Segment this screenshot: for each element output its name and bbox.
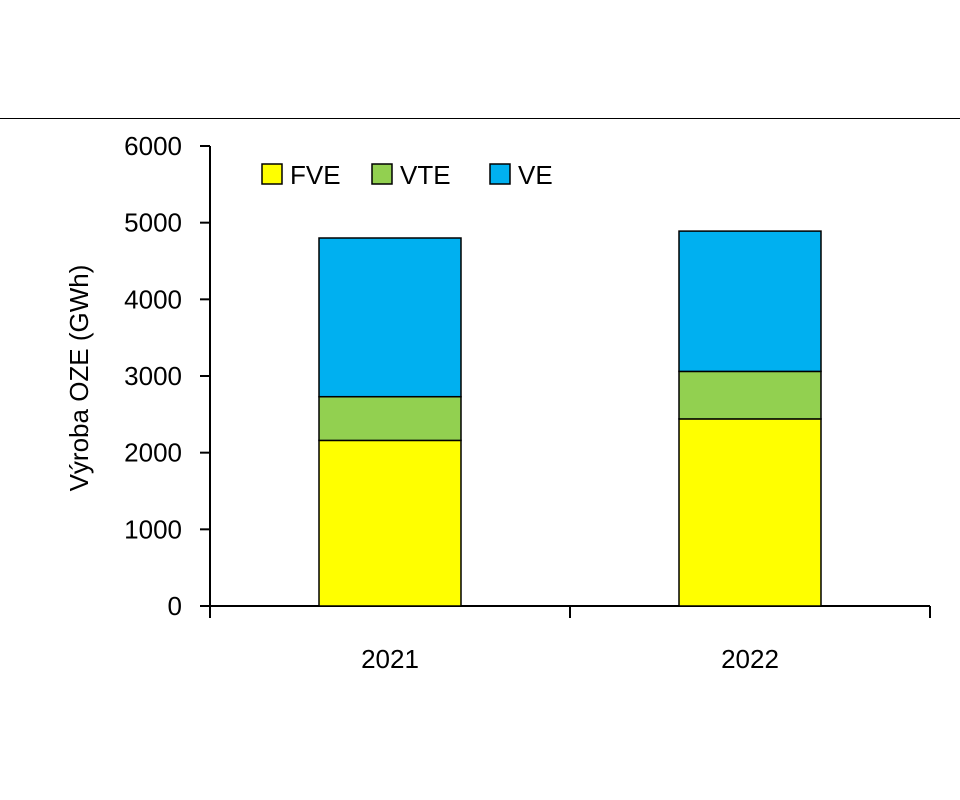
y-axis-title: Výroba OZE (GWh)	[64, 265, 94, 492]
bar-ve-2022	[678, 230, 822, 373]
legend: FVE VTE VE	[261, 160, 553, 190]
legend-swatch-vte	[371, 163, 393, 185]
x-tick-label: 2022	[721, 644, 779, 674]
legend-swatch-fve	[261, 163, 283, 185]
y-tick-label: 5000	[124, 208, 182, 238]
y-tick-label: 0	[168, 591, 182, 621]
x-tick-label: 2021	[361, 644, 419, 674]
bar-vte-2022	[678, 370, 822, 420]
legend-label-vte: VTE	[400, 160, 451, 190]
tick-labels: 0 1000 2000 3000 4000 5000 6000 2021 2022	[124, 131, 779, 674]
bar-fve-2021	[318, 439, 462, 607]
y-tick-label: 2000	[124, 438, 182, 468]
legend-label-ve: VE	[518, 160, 553, 190]
bar-fve-2022	[678, 418, 822, 607]
legend-label-fve: FVE	[290, 160, 341, 190]
bars	[318, 230, 822, 607]
bar-vte-2021	[318, 395, 462, 442]
y-tick-label: 1000	[124, 514, 182, 544]
y-tick-label: 3000	[124, 361, 182, 391]
top-rule	[0, 118, 960, 119]
legend-swatch-ve	[489, 163, 511, 185]
y-tick-label: 6000	[124, 131, 182, 161]
bar-ve-2021	[318, 237, 462, 398]
y-tick-label: 4000	[124, 284, 182, 314]
